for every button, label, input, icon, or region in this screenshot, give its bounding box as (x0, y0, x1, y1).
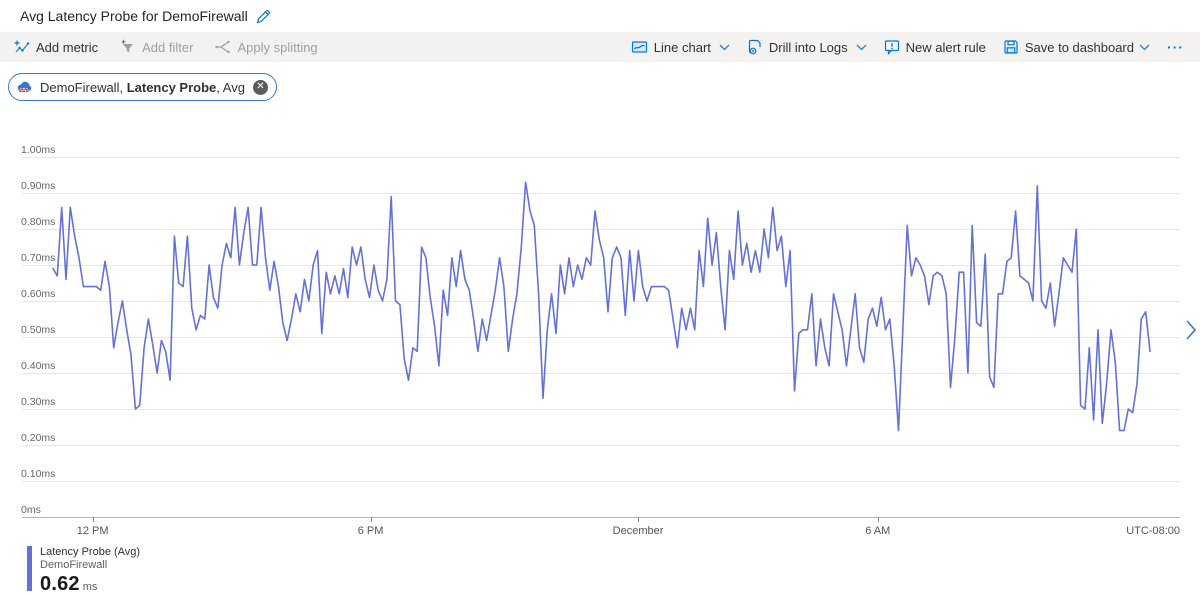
x-axis-tick (877, 517, 879, 522)
new-alert-rule-icon (884, 39, 900, 55)
x-axis-label: 6 PM (357, 525, 384, 537)
x-axis-tick (638, 517, 640, 522)
metric-filter-pill[interactable]: DemoFirewall, Latency Probe, Avg ✕ (8, 73, 277, 101)
chevron-down-icon (1139, 44, 1150, 51)
apply-splitting-button[interactable]: Apply splitting (215, 39, 318, 55)
add-metric-button[interactable]: Add metric (14, 39, 98, 55)
toolbar-right-group: Line chart Drill into Logs (631, 39, 1186, 55)
legend-series-label: Latency Probe (Avg) (40, 546, 141, 558)
y-axis-label: 0.20ms (21, 432, 56, 444)
y-axis-label: 0.10ms (21, 468, 56, 480)
more-commands-button[interactable]: ··· (1167, 39, 1184, 55)
legend-texts: Latency Probe (Avg) DemoFirewall 0.62 ms (40, 546, 140, 596)
gridline (22, 481, 1180, 482)
apply-splitting-icon (215, 39, 231, 55)
firewall-icon (16, 80, 34, 94)
y-axis-label: 0.90ms (21, 180, 56, 192)
y-axis-label: 0.30ms (21, 396, 56, 408)
drill-into-logs-dropdown[interactable]: Drill into Logs (747, 39, 867, 55)
drill-into-logs-icon (747, 39, 763, 55)
pill-text: DemoFirewall, Latency Probe, Avg (40, 80, 245, 95)
line-chart-icon (631, 39, 648, 55)
add-metric-label: Add metric (36, 39, 99, 55)
gridline (22, 157, 1180, 158)
chart-legend: Latency Probe (Avg) DemoFirewall 0.62 ms (27, 546, 140, 596)
chart-title-row: Avg Latency Probe for DemoFirewall (20, 4, 271, 28)
save-to-dashboard-dropdown[interactable]: Save to dashboard (1003, 39, 1150, 55)
pill-metric: Latency Probe (126, 79, 217, 95)
x-axis-label: 12 PM (76, 525, 109, 537)
chevron-down-icon (719, 44, 730, 51)
chevron-down-icon (856, 44, 867, 51)
add-filter-label: Add filter (142, 39, 194, 55)
metrics-toolbar: Add metric Add filter Apply (0, 32, 1200, 62)
expand-panel-chevron-icon[interactable] (1185, 319, 1197, 341)
metric-pill-row: DemoFirewall, Latency Probe, Avg ✕ (8, 73, 277, 101)
save-to-dashboard-icon (1003, 39, 1019, 55)
legend-color-bar (27, 546, 32, 591)
pill-aggregation: , Avg (216, 79, 245, 95)
y-axis-label: 0.50ms (21, 324, 56, 336)
y-axis-label: 0ms (21, 504, 41, 516)
x-axis-tick (92, 517, 94, 522)
legend-resource-label: DemoFirewall (40, 559, 108, 571)
apply-splitting-label: Apply splitting (237, 39, 318, 55)
drill-into-logs-label: Drill into Logs (768, 39, 848, 55)
new-alert-rule-button[interactable]: New alert rule (884, 39, 986, 55)
add-metric-icon (14, 39, 30, 55)
add-filter-icon (120, 39, 136, 55)
y-axis-label: 0.60ms (21, 288, 56, 300)
y-axis-label: 1.00ms (21, 144, 56, 156)
chart-type-dropdown[interactable]: Line chart (631, 39, 730, 55)
y-axis-label: 0.40ms (21, 360, 56, 372)
gridline (22, 373, 1180, 374)
save-to-dashboard-label: Save to dashboard (1024, 39, 1134, 55)
metric-chart-plot: 1.00ms 0.90ms 0.80ms 0.70ms 0.60ms 0.50ms 0.40… (21, 144, 1180, 537)
remove-metric-icon[interactable]: ✕ (252, 79, 268, 95)
x-axis-label: December (612, 525, 664, 537)
y-axis-label: 0.70ms (21, 252, 56, 264)
x-axis-label: 6 AM (865, 525, 891, 537)
y-axis-label: 0.80ms (21, 216, 56, 228)
metric-line-series (52, 181, 1151, 432)
legend-avg-value: 0.62 (40, 573, 80, 595)
gridline (22, 229, 1180, 230)
gridline (22, 193, 1180, 194)
gridline (22, 517, 1180, 518)
chart-type-label: Line chart (653, 39, 711, 55)
x-axis-tick (370, 517, 372, 522)
gridline (22, 301, 1180, 302)
gridline (22, 265, 1180, 266)
gridline (22, 409, 1180, 410)
gridline (22, 337, 1180, 338)
legend-unit: ms (82, 581, 98, 593)
new-alert-rule-label: New alert rule (905, 39, 986, 55)
pill-resource: DemoFirewall, (40, 79, 127, 95)
timezone-label: UTC-08:00 (1126, 525, 1180, 537)
gridline (22, 445, 1180, 446)
add-filter-button[interactable]: Add filter (120, 39, 193, 55)
toolbar-left-group: Add metric Add filter Apply (14, 39, 318, 55)
edit-title-icon[interactable] (256, 9, 271, 24)
page-title: Avg Latency Probe for DemoFirewall (20, 8, 248, 24)
